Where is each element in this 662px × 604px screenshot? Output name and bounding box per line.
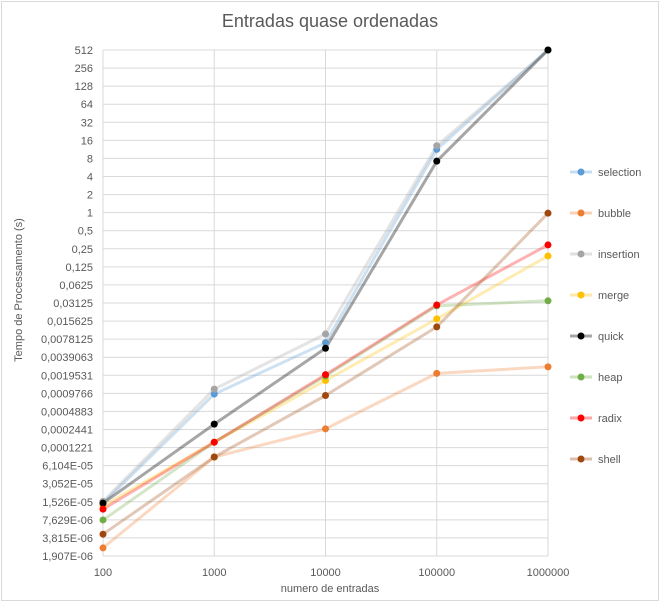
y-tick-label: 0,125 <box>65 262 93 274</box>
point-shell <box>99 530 107 538</box>
point-selection <box>210 390 218 398</box>
x-tick-label: 100000 <box>418 567 455 579</box>
y-tick-label: 3,052E-05 <box>42 479 93 491</box>
point-merge <box>544 252 552 260</box>
point-quick <box>544 46 552 54</box>
y-tick-label: 3,815E-06 <box>42 533 93 545</box>
point-bubble <box>99 544 107 552</box>
series-group <box>99 46 552 552</box>
legend-marker-merge <box>577 291 585 299</box>
y-tick-label: 1,907E-06 <box>42 551 93 563</box>
point-bubble <box>433 369 441 377</box>
y-tick-label: 1,526E-05 <box>42 497 93 509</box>
point-radix <box>99 505 107 513</box>
y-tick-label: 0,5 <box>78 226 93 238</box>
y-axis-title: Tempo de Processamento (s) <box>13 218 25 362</box>
y-tick-label: 6,104E-05 <box>42 461 93 473</box>
y-tick-label: 512 <box>75 45 93 57</box>
y-tick-labels: 512 256 128 64 32 16 8 4 2 1 0,5 0,25 0,125 0,0625 0,0… <box>41 45 93 563</box>
y-tick-label: 0,0039063 <box>41 352 93 364</box>
point-bubble <box>322 425 329 433</box>
legend-label-heap: heap <box>598 372 622 384</box>
legend-marker-selection <box>577 168 585 176</box>
y-tick-label: 4 <box>87 172 93 184</box>
point-heap <box>544 297 552 305</box>
point-merge <box>433 315 441 323</box>
y-tick-label: 0,0009766 <box>41 388 93 400</box>
legend-label-shell: shell <box>598 454 621 466</box>
legend-label-merge: merge <box>598 290 629 302</box>
legend-marker-shell <box>577 455 585 463</box>
legend-marker-heap <box>577 373 585 381</box>
legend: selection bubble insertion merge quick heap ra… <box>570 167 641 466</box>
x-tick-label: 1000000 <box>527 567 570 579</box>
point-radix <box>210 438 218 446</box>
y-tick-label: 0,0004883 <box>41 406 93 418</box>
y-tick-label: 64 <box>81 99 93 111</box>
legend-label-quick: quick <box>598 331 624 343</box>
y-tick-label: 0,0078125 <box>41 334 93 346</box>
y-tick-label: 32 <box>81 117 93 129</box>
point-selection <box>322 339 329 347</box>
point-radix <box>322 371 329 379</box>
point-shell <box>433 323 441 331</box>
point-bubble <box>544 363 552 371</box>
legend-marker-quick <box>577 332 585 340</box>
point-heap <box>99 516 107 524</box>
x-tick-label: 10000 <box>310 567 341 579</box>
y-tick-label: 0,03125 <box>53 298 93 310</box>
x-tick-label: 100 <box>94 567 112 579</box>
x-tick-labels: 100 1000 10000 100000 1000000 <box>94 567 570 579</box>
y-tick-label: 16 <box>81 135 93 147</box>
y-tick-label: 256 <box>75 63 93 75</box>
legend-marker-bubble <box>577 209 585 217</box>
y-tick-label: 128 <box>75 81 93 93</box>
y-tick-label: 2 <box>87 190 93 202</box>
y-tick-label: 0,0019531 <box>41 370 93 382</box>
point-quick <box>433 157 441 165</box>
y-tick-label: 7,629E-06 <box>42 515 93 527</box>
legend-label-bubble: bubble <box>598 208 631 220</box>
x-tick-label: 1000 <box>202 567 226 579</box>
y-tick-label: 1 <box>87 208 93 220</box>
y-tick-label: 0,25 <box>72 244 93 256</box>
legend-label-insertion: insertion <box>598 249 640 261</box>
point-quick <box>99 499 107 507</box>
y-tick-label: 8 <box>87 153 93 165</box>
y-tick-label: 0,015625 <box>47 316 93 328</box>
point-radix <box>544 241 552 249</box>
point-insertion <box>433 142 441 150</box>
point-quick <box>322 344 329 352</box>
point-radix <box>433 301 441 309</box>
legend-label-radix: radix <box>598 413 622 425</box>
point-shell <box>322 391 329 399</box>
point-insertion <box>210 385 218 393</box>
legend-marker-radix <box>577 414 585 422</box>
x-axis-title: numero de entradas <box>281 583 380 595</box>
point-insertion <box>322 330 329 338</box>
y-tick-label: 0,0625 <box>59 280 93 292</box>
y-tick-label: 0,0002441 <box>41 425 93 437</box>
point-shell <box>210 453 218 461</box>
point-quick <box>210 420 218 428</box>
y-tick-label: 0,0001221 <box>41 443 93 455</box>
point-shell <box>544 209 552 217</box>
legend-marker-insertion <box>577 250 585 258</box>
legend-label-selection: selection <box>598 167 641 179</box>
chart-title: Entradas quase ordenadas <box>222 11 438 31</box>
